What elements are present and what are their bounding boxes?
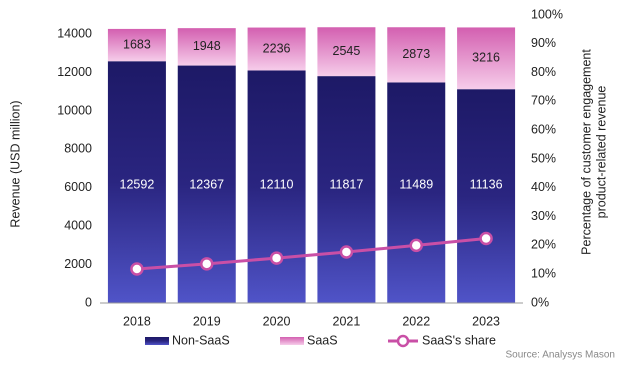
share-marker [130,262,144,276]
legend-swatch [396,334,410,348]
x-tick-label: 2018 [123,314,151,328]
y2-tick-label: 60% [531,122,556,136]
bar-segment [457,89,516,303]
share-marker [339,245,354,259]
source-note: Source: Analysys Mason [506,350,616,361]
y2-axis-title: Percentage of customer engagement [579,49,593,255]
y2-tick-label: 10% [531,266,556,280]
y2-tick-label: 50% [531,151,556,165]
y-tick-label: 4000 [64,218,92,232]
value-label: 11489 [399,177,433,191]
legend-swatch [280,337,304,345]
bar-segment [317,27,376,77]
value-label: 1948 [193,39,221,53]
value-label: 12367 [189,177,224,191]
bar-segment [387,27,446,83]
y-tick-label: 6000 [64,180,92,194]
value-label: 2545 [333,44,361,58]
x-tick-label: 2019 [193,314,221,328]
y-tick-label: 0 [85,295,92,309]
value-label: 12110 [260,177,294,191]
y2-tick-label: 70% [531,94,556,108]
legend-label: SaaS's share [422,333,496,347]
y-tick-label: 10000 [57,103,92,117]
y-axis-title: Revenue (USD million) [8,100,22,227]
share-line [136,236,487,271]
y2-tick-label: 100% [531,7,563,21]
y2-tick-label: 40% [531,180,556,194]
y-tick-label: 12000 [57,65,92,79]
y2-tick-label: 80% [531,65,556,79]
bar-segment [457,27,516,90]
x-tick-label: 2023 [472,314,500,328]
x-tick-label: 2021 [333,314,361,328]
bar-segment [387,82,446,304]
y2-axis-title: product-related revenue [594,86,608,219]
legend-label: SaaS [307,333,338,347]
bar-segment [107,28,166,62]
y2-tick-label: 30% [531,209,556,223]
x-tick-label: 2022 [402,314,430,328]
share-marker [269,251,284,265]
value-label: 1683 [123,37,151,51]
y2-tick-label: 90% [531,36,556,50]
bar-segment [177,28,236,66]
value-label: 12592 [120,177,155,191]
value-label: 11817 [329,177,363,191]
y-tick-label: 14000 [57,26,92,40]
y-tick-label: 2000 [64,257,92,271]
x-tick-label: 2020 [263,314,291,328]
value-label: 2236 [263,41,291,55]
y2-tick-label: 0% [531,295,549,309]
value-label: 11136 [470,177,503,191]
share-marker [479,231,493,246]
share-marker [200,257,214,271]
legend-swatch [145,337,169,345]
legend-label: Non-SaaS [172,333,230,347]
share-marker [409,238,423,253]
y2-tick-label: 20% [531,238,556,252]
bar-segment [247,27,306,71]
value-label: 2873 [402,47,430,61]
value-label: 3216 [472,51,500,65]
bar-segment [317,76,376,303]
y-tick-label: 8000 [64,142,92,156]
